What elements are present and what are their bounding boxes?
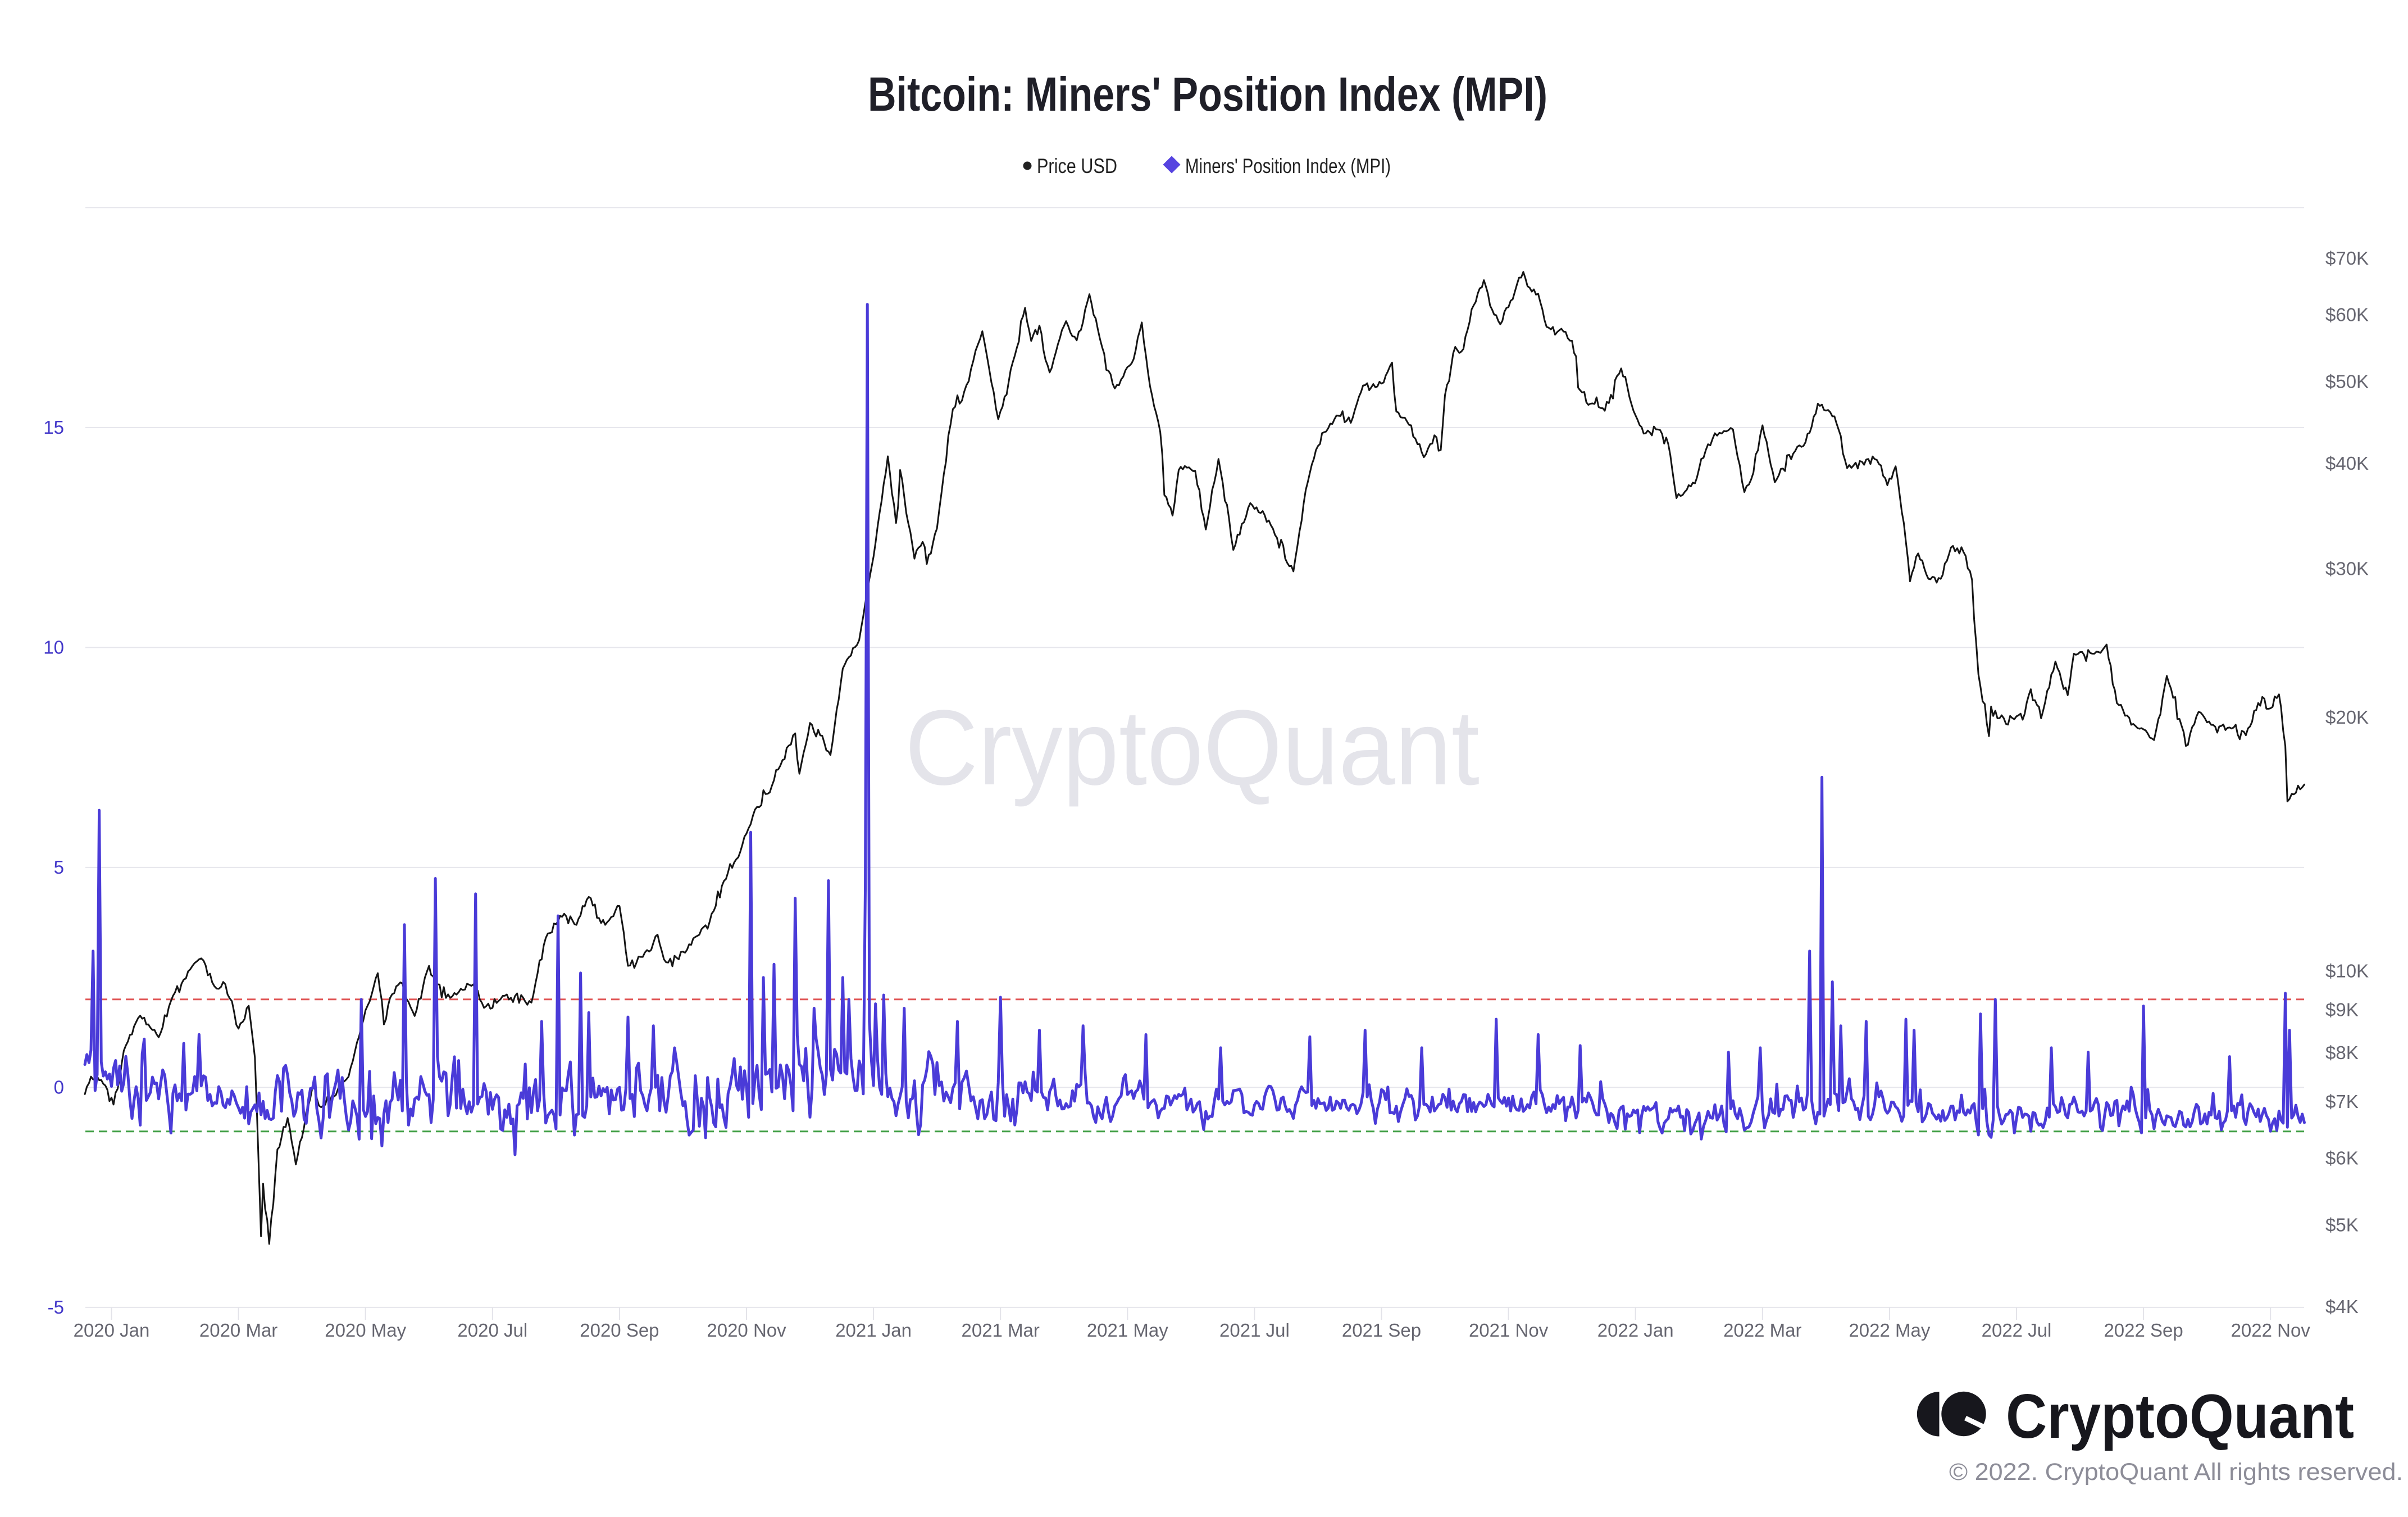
svg-text:0: 0 xyxy=(54,1077,64,1097)
svg-text:$20K: $20K xyxy=(2325,707,2369,728)
svg-text:$10K: $10K xyxy=(2325,961,2369,982)
svg-text:2021 Sep: 2021 Sep xyxy=(1342,1320,1421,1341)
svg-text:© 2022. CryptoQuant All rights: © 2022. CryptoQuant All rights reserved. xyxy=(1949,1459,2403,1486)
svg-text:$9K: $9K xyxy=(2325,999,2359,1020)
svg-text:2022 Nov: 2022 Nov xyxy=(2231,1320,2311,1341)
svg-text:2020 Sep: 2020 Sep xyxy=(580,1320,659,1341)
svg-text:2021 May: 2021 May xyxy=(1087,1320,1168,1341)
svg-text:2022 Sep: 2022 Sep xyxy=(2104,1320,2183,1341)
svg-text:Miners' Position Index (MPI): Miners' Position Index (MPI) xyxy=(1185,155,1391,178)
svg-text:5: 5 xyxy=(54,857,64,878)
svg-text:$50K: $50K xyxy=(2325,371,2369,392)
svg-text:2021 Jan: 2021 Jan xyxy=(835,1320,912,1341)
svg-text:$4K: $4K xyxy=(2325,1296,2359,1317)
svg-text:2020 Jan: 2020 Jan xyxy=(74,1320,150,1341)
svg-text:2020 Jul: 2020 Jul xyxy=(457,1320,527,1341)
svg-text:Bitcoin: Miners' Position Inde: Bitcoin: Miners' Position Index (MPI) xyxy=(868,68,1547,121)
svg-text:CryptoQuant: CryptoQuant xyxy=(905,688,1480,807)
svg-text:-5: -5 xyxy=(48,1297,64,1318)
svg-text:2022 Mar: 2022 Mar xyxy=(1723,1320,1801,1341)
svg-text:$40K: $40K xyxy=(2325,453,2369,474)
svg-text:2020 Nov: 2020 Nov xyxy=(707,1320,786,1341)
svg-text:$7K: $7K xyxy=(2325,1091,2359,1112)
svg-text:2021 Nov: 2021 Nov xyxy=(1469,1320,1549,1341)
svg-text:Price USD: Price USD xyxy=(1037,155,1117,178)
svg-text:2020 Mar: 2020 Mar xyxy=(199,1320,277,1341)
svg-text:$60K: $60K xyxy=(2325,305,2369,325)
svg-text:2021 Mar: 2021 Mar xyxy=(961,1320,1039,1341)
svg-text:2022 Jan: 2022 Jan xyxy=(1597,1320,1674,1341)
svg-text:$30K: $30K xyxy=(2325,558,2369,579)
svg-text:15: 15 xyxy=(43,417,64,438)
svg-text:$70K: $70K xyxy=(2325,248,2369,269)
svg-text:$6K: $6K xyxy=(2325,1148,2359,1169)
svg-text:CryptoQuant: CryptoQuant xyxy=(2006,1382,2354,1451)
svg-text:10: 10 xyxy=(43,637,64,657)
svg-text:2022 May: 2022 May xyxy=(1849,1320,1930,1341)
svg-text:$5K: $5K xyxy=(2325,1215,2359,1236)
svg-text:2022 Jul: 2022 Jul xyxy=(1982,1320,2052,1341)
svg-text:$8K: $8K xyxy=(2325,1042,2359,1063)
svg-text:2021 Jul: 2021 Jul xyxy=(1219,1320,1290,1341)
svg-text:2020 May: 2020 May xyxy=(325,1320,406,1341)
